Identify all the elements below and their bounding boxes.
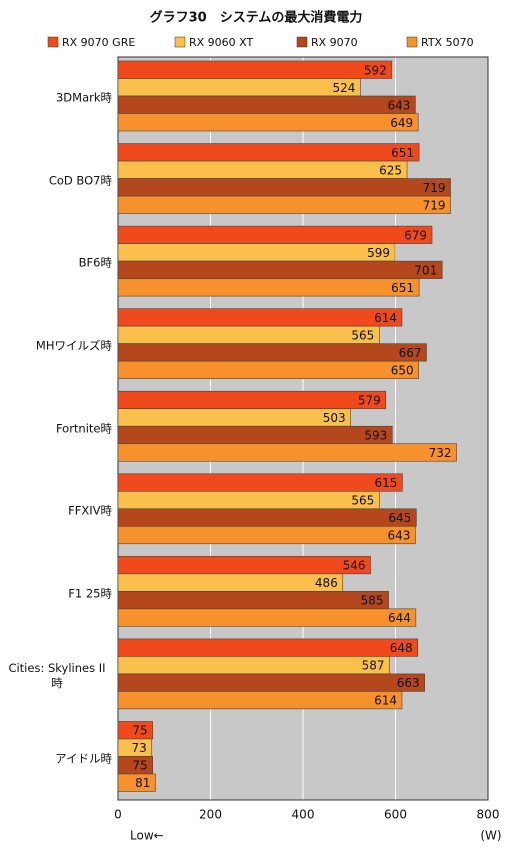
value-label: 585	[361, 594, 384, 608]
value-label: 679	[404, 228, 427, 242]
x-tick-label: 200	[199, 808, 222, 822]
bar	[117, 78, 361, 97]
x-tick-label: 0	[114, 808, 122, 822]
bar	[117, 608, 417, 627]
value-label: 579	[358, 393, 381, 407]
bar	[117, 591, 389, 610]
bar	[117, 673, 425, 692]
legend-swatch	[406, 36, 418, 48]
category-label: Fortnite時	[55, 421, 112, 435]
category-label: MHワイルズ時	[35, 338, 112, 353]
value-label: 73	[131, 741, 146, 755]
legend-label: RX 9070 GRE	[62, 36, 135, 49]
legend-swatch	[296, 36, 308, 48]
legend-swatch	[47, 36, 59, 48]
bar	[117, 443, 457, 462]
bar	[117, 195, 451, 214]
legend-label: RTX 5070	[421, 36, 474, 49]
value-label: 614	[374, 694, 397, 708]
bar	[117, 325, 380, 344]
value-label: 645	[388, 511, 411, 525]
bar	[117, 573, 344, 592]
bar	[117, 178, 451, 197]
bar	[117, 638, 419, 657]
bar	[117, 656, 390, 675]
category-label: F1 25時	[68, 586, 112, 601]
legend-swatch	[174, 36, 186, 48]
bar	[117, 691, 403, 710]
bar	[117, 260, 443, 279]
value-label: 75	[132, 724, 147, 738]
value-label: 701	[414, 263, 437, 277]
bar	[117, 225, 433, 244]
value-label: 643	[387, 98, 410, 112]
value-label: 648	[390, 641, 413, 655]
value-label: 719	[423, 181, 446, 195]
bar	[117, 278, 420, 297]
value-label: 81	[135, 776, 150, 790]
legend-label: RX 9060 XT	[189, 36, 254, 49]
bar	[117, 143, 420, 162]
x-axis-label: (W)	[480, 829, 501, 843]
value-label: 486	[315, 576, 338, 590]
category-label: アイドル時	[55, 751, 112, 766]
value-label: 667	[399, 346, 422, 360]
value-label: 615	[375, 476, 398, 490]
bar	[117, 408, 351, 427]
value-label: 565	[351, 494, 374, 508]
value-label: 732	[429, 446, 452, 460]
x-tick-label: 800	[477, 808, 500, 822]
value-label: 651	[391, 281, 414, 295]
category-label: Cities: Skylines II 時	[8, 661, 106, 691]
bar	[117, 490, 380, 510]
value-label: 587	[362, 659, 385, 673]
bar	[117, 773, 156, 792]
bar	[117, 556, 371, 575]
bar	[117, 113, 419, 132]
x-tick-label: 600	[384, 808, 407, 822]
value-label: 524	[332, 81, 355, 95]
value-label: 593	[364, 428, 387, 442]
value-label: 649	[390, 116, 413, 130]
bar	[117, 360, 419, 379]
bar	[117, 390, 387, 410]
value-label: 644	[388, 611, 411, 625]
value-label: 663	[397, 676, 420, 690]
value-label: 592	[364, 63, 387, 77]
bar	[117, 508, 417, 527]
value-label: 651	[391, 146, 414, 160]
value-label: 650	[391, 363, 414, 377]
bar	[117, 243, 396, 262]
value-label: 625	[379, 163, 402, 177]
bar	[117, 308, 403, 327]
x-tick-label: 400	[292, 808, 315, 822]
category-label: 3DMark時	[55, 90, 112, 105]
chart-title: グラフ30 システムの最大消費電力	[150, 10, 363, 26]
value-label: 719	[423, 198, 446, 212]
value-label: 546	[343, 559, 366, 573]
bar	[117, 95, 416, 114]
value-label: 565	[351, 328, 374, 342]
category-label: FFXIV時	[68, 503, 112, 518]
bar	[117, 343, 427, 362]
value-label: 599	[367, 246, 390, 260]
bar	[117, 473, 403, 492]
annotation: Low←	[130, 829, 164, 843]
bar	[117, 60, 393, 79]
value-label: 503	[323, 411, 346, 425]
legend-label: RX 9070	[311, 36, 358, 49]
value-label: 643	[387, 529, 410, 543]
value-label: 614	[374, 311, 397, 325]
category-label: BF6時	[78, 255, 112, 270]
bar	[117, 425, 393, 445]
bar	[117, 160, 408, 179]
category-label: CoD BO7時	[48, 173, 112, 188]
bar	[117, 525, 416, 545]
value-label: 75	[132, 759, 147, 773]
